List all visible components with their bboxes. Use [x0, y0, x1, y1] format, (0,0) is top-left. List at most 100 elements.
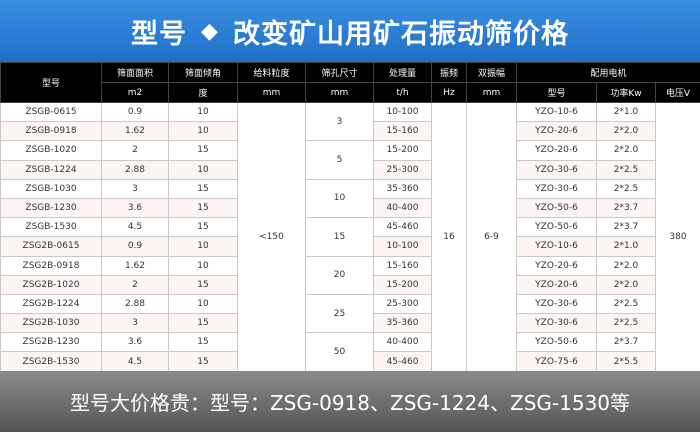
header-voltage: 电压V	[654, 82, 700, 103]
cell-feed: <150	[237, 102, 306, 372]
cell-power: 2*3.7	[596, 217, 656, 238]
cell-motor-model: YZO-50-6	[516, 217, 597, 238]
cell-angle: 10	[168, 121, 238, 142]
cell-area: 4.5	[101, 351, 169, 372]
cell-angle: 10	[168, 236, 238, 257]
cell-model: ZSG2B-1230	[0, 332, 102, 353]
cell-power: 2*2.0	[596, 255, 656, 276]
cell-angle: 10	[168, 159, 238, 180]
cell-area: 1.62	[101, 255, 169, 276]
table-row: ZSG2B-1230 3.6 15 50 40-400 YZO-50-6 2*3.7	[0, 332, 700, 372]
header-feed: 给料粒度	[237, 62, 306, 83]
unit-capacity: t/h	[373, 82, 432, 103]
cell-motor-model: YZO-30-6	[516, 313, 597, 334]
table-row: ZSGB-1020 2 15 5 15-200 YZO-20-6 2*2.0	[0, 140, 700, 180]
cell-power: 2*1.0	[596, 101, 656, 123]
cell-power: 2*2.0	[596, 274, 656, 295]
cell-model: ZSGB-1030	[0, 178, 102, 199]
cell-area: 0.9	[101, 236, 169, 257]
cell-motor-model: YZO-10-6	[516, 101, 597, 123]
cell-model: ZSG2B-1030	[0, 313, 102, 334]
cell-area: 2	[101, 140, 169, 161]
cell-angle: 15	[168, 178, 238, 199]
header-capacity: 处理量	[373, 62, 432, 83]
cell-hole: 50	[305, 332, 374, 372]
header-area: 筛面面积	[101, 62, 169, 83]
cell-model: ZSG2B-0615	[0, 236, 102, 257]
cell-power: 2*5.5	[596, 351, 656, 372]
cell-area: 4.5	[101, 217, 169, 238]
cell-power: 2*2.0	[596, 140, 656, 161]
cell-motor-model: YZO-20-6	[516, 140, 597, 161]
cell-area: 0.9	[101, 101, 169, 123]
cell-angle: 15	[168, 197, 238, 219]
header-model: 型号	[0, 62, 102, 103]
cell-angle: 10	[168, 255, 238, 276]
cell-capacity: 35-360	[373, 313, 432, 334]
cell-power: 2*2.5	[596, 159, 656, 180]
cell-area: 2.88	[101, 293, 169, 315]
cell-area: 2	[101, 274, 169, 295]
unit-hole: mm	[305, 82, 374, 103]
cell-power: 2*2.0	[596, 121, 656, 142]
table-row: ZSGB-1224 2.88 10 25-300 YZO-30-6 2*2.5	[0, 159, 700, 180]
cell-power: 2*2.5	[596, 313, 656, 334]
cell-power: 2*1.0	[596, 236, 656, 257]
cell-area: 2.88	[101, 159, 169, 180]
cell-angle: 10	[168, 101, 238, 123]
cell-capacity: 15-200	[373, 140, 432, 161]
cell-motor-model: YZO-50-6	[516, 197, 597, 219]
cell-motor-model: YZO-30-6	[516, 159, 597, 180]
cell-model: ZSGB-0615	[0, 101, 102, 123]
cell-area: 1.62	[101, 121, 169, 142]
cell-motor-model: YZO-20-6	[516, 121, 597, 142]
table-row: ZSG2B-1224 2.88 10 25 25-300 YZO-30-6 2*2.5	[0, 293, 700, 334]
cell-motor-model: YZO-75-6	[516, 351, 597, 372]
cell-capacity: 25-300	[373, 159, 432, 180]
cell-model: ZSGB-1530	[0, 217, 102, 238]
header-angle: 筛面倾角	[168, 62, 238, 83]
header-amp: 双振幅	[466, 62, 517, 83]
cell-angle: 15	[168, 313, 238, 334]
cell-model: ZSGB-0918	[0, 121, 102, 142]
header-motor: 配用电机	[515, 62, 700, 83]
table-row: ZSG2B-0918 1.62 10 20 15-160 YZO-20-6 2*2.0	[0, 255, 700, 295]
unit-area: m2	[101, 82, 169, 103]
header-hole: 筛孔尺寸	[305, 62, 374, 83]
cell-power: 2*3.7	[596, 197, 656, 219]
cell-motor-model: YZO-20-6	[516, 274, 597, 295]
cell-model: ZSG2B-0918	[0, 255, 102, 276]
cell-capacity: 35-360	[373, 178, 432, 199]
cell-power: 2*3.7	[596, 332, 656, 353]
table-row: ZSGB-1230 3.6 15 40-400 YZO-50-6 2*3.7	[0, 197, 700, 219]
cell-model: ZSG2B-1530	[0, 351, 102, 372]
table-row: ZSGB-0615 0.9 10 <150 3 10-100 16 6-9 YZO-10-6 2*…	[0, 101, 700, 372]
unit-feed: mm	[237, 82, 306, 103]
footer-banner: 型号大价格贵：型号：ZSG-0918、ZSG-1224、ZSG-1530等	[0, 371, 700, 432]
unit-amp: mm	[466, 82, 517, 103]
cell-hole: 5	[305, 140, 374, 180]
cell-power: 2*2.5	[596, 178, 656, 199]
cell-capacity: 40-400	[373, 197, 432, 219]
table-row: ZSG2B-1530 4.5 15 45-460 YZO-75-6 2*5.5	[0, 351, 700, 372]
cell-motor-model: YZO-10-6	[516, 236, 597, 257]
table-row: ZSGB-1030 3 15 10 35-360 YZO-30-6 2*2.5	[0, 178, 700, 219]
cell-motor-model: YZO-50-6	[516, 332, 597, 353]
cell-angle: 15	[168, 332, 238, 353]
cell-area: 3	[101, 313, 169, 334]
cell-amp: 6-9	[466, 102, 517, 372]
cell-model: ZSGB-1224	[0, 159, 102, 180]
cell-angle: 15	[168, 140, 238, 161]
title-text: 改变矿山用矿石振动筛价格	[232, 18, 569, 50]
cell-capacity: 25-300	[373, 293, 432, 315]
cell-area: 3.6	[101, 197, 169, 219]
cell-model: ZSGB-1020	[0, 140, 102, 161]
footer-text: 型号大价格贵：型号：ZSG-0918、ZSG-1224、ZSG-1530等	[69, 391, 631, 415]
cell-voltage: 380	[654, 102, 700, 372]
unit-freq: Hz	[431, 82, 467, 103]
cell-motor-model: YZO-20-6	[516, 255, 597, 276]
cell-hole: 15	[305, 217, 374, 257]
table-row: ZSG2B-1030 3 15 35-360 YZO-30-6 2*2.5	[0, 313, 700, 334]
cell-area: 3.6	[101, 332, 169, 353]
cell-freq: 16	[431, 102, 467, 372]
